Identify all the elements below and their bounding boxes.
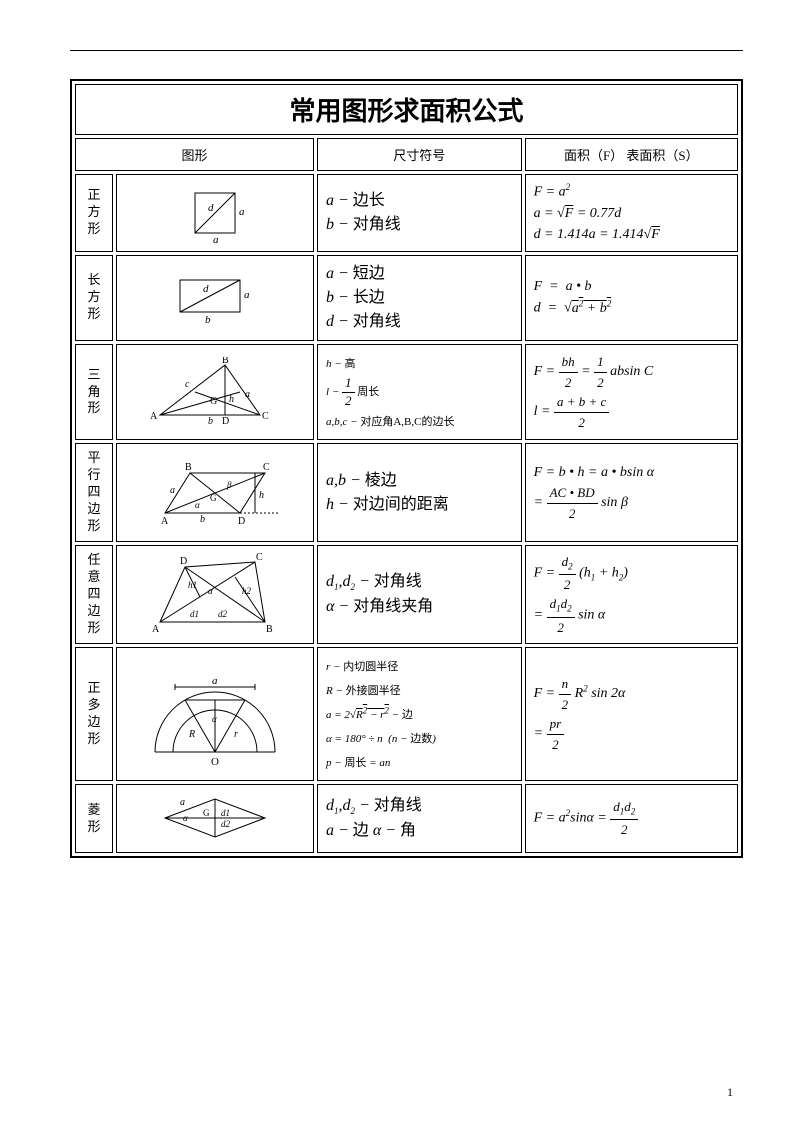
formula-cell: F = a • bd = √a2 + b2	[525, 255, 738, 341]
shape-diagram: a b d	[116, 255, 314, 341]
svg-text:a: a	[213, 234, 219, 243]
shape-name: 正多边形	[75, 647, 113, 781]
shape-diagram: A B C D G a b h α β	[116, 443, 314, 541]
svg-text:A: A	[150, 411, 158, 422]
shape-name: 三角形	[75, 344, 113, 441]
svg-text:b: b	[208, 416, 213, 427]
svg-text:a: a	[212, 675, 218, 687]
svg-text:G: G	[203, 808, 210, 818]
formula-cell: F = a2sinα = d1d22	[525, 784, 738, 853]
svg-text:h1: h1	[188, 580, 197, 590]
svg-text:d2: d2	[221, 819, 231, 829]
shape-diagram: A D C B d1 d2 h1 h2 α	[116, 545, 314, 644]
svg-text:α: α	[183, 813, 188, 823]
svg-text:C: C	[256, 552, 263, 563]
svg-text:α: α	[195, 500, 200, 510]
svg-text:a: a	[170, 485, 175, 496]
symbol-cell: r − 内切圆半径R − 外接圆半径a = 2√R2 − r2 − 边α = 1…	[317, 647, 522, 781]
svg-text:d: d	[203, 283, 209, 295]
formula-cell: F = d22 (h1 + h2)= d1d22 sin α	[525, 545, 738, 644]
svg-text:G: G	[210, 493, 217, 503]
svg-text:A: A	[161, 516, 169, 527]
svg-text:B: B	[185, 462, 192, 473]
svg-text:D: D	[222, 416, 229, 427]
svg-text:b: b	[200, 514, 205, 525]
symbol-cell: a,b − 棱边h − 对边间的距离	[317, 443, 522, 541]
table-row: 正多边形 a O R r α r − 内切圆半径R − 外接圆半径a = 2√R…	[75, 647, 738, 781]
formula-cell: F = bh2 = 12 absin Cl = a + b + c2	[525, 344, 738, 441]
table-row: 三角形 B A C D b c a h G h − 高l − 12 周长a,b,…	[75, 344, 738, 441]
page-title: 常用图形求面积公式	[75, 84, 738, 135]
svg-text:a: a	[180, 797, 185, 808]
table-row: 平行四边形 A B C D G a b h α β a,b − 棱边h − 对边…	[75, 443, 738, 541]
svg-text:B: B	[222, 357, 229, 366]
symbol-cell: a − 短边b − 长边d − 对角线	[317, 255, 522, 341]
shape-name: 长方形	[75, 255, 113, 341]
svg-text:d1: d1	[190, 609, 199, 619]
svg-text:α: α	[212, 714, 217, 724]
shape-name: 任意四边形	[75, 545, 113, 644]
symbol-cell: d1,d2 − 对角线α − 对角线夹角	[317, 545, 522, 644]
symbol-cell: a − 边长b − 对角线	[317, 174, 522, 252]
svg-text:B: B	[266, 624, 273, 635]
svg-text:a: a	[245, 389, 250, 400]
top-rule	[70, 50, 743, 51]
svg-text:O: O	[211, 756, 219, 767]
svg-text:A: A	[152, 624, 160, 635]
svg-text:α: α	[208, 586, 213, 596]
header-symbol: 尺寸符号	[317, 138, 522, 171]
svg-text:a: a	[244, 289, 250, 301]
svg-text:h: h	[229, 394, 234, 405]
formula-table: 常用图形求面积公式 图形 尺寸符号 面积（F） 表面积（S） 正方形 a a d…	[70, 79, 743, 858]
svg-text:D: D	[180, 556, 187, 567]
svg-text:C: C	[263, 462, 270, 473]
svg-text:d: d	[208, 202, 214, 214]
shape-diagram: B A C D b c a h G	[116, 344, 314, 441]
svg-text:β: β	[226, 480, 232, 490]
svg-text:a: a	[239, 206, 245, 218]
table-row: 菱形 a G d1 d2 α d1,d2 − 对角线a − 边 α − 角F =…	[75, 784, 738, 853]
svg-text:b: b	[205, 314, 211, 325]
page-number: 1	[727, 1085, 733, 1100]
shape-name: 正方形	[75, 174, 113, 252]
shape-diagram: a O R r α	[116, 647, 314, 781]
table-row: 正方形 a a d a − 边长b − 对角线F = a2a = √F = 0.…	[75, 174, 738, 252]
svg-text:h2: h2	[242, 586, 252, 596]
svg-text:h: h	[259, 490, 264, 501]
formula-cell: F = n2 R2 sin 2α= pr2	[525, 647, 738, 781]
symbol-cell: h − 高l − 12 周长a,b,c − 对应角A,B,C的边长	[317, 344, 522, 441]
shape-name: 菱形	[75, 784, 113, 853]
svg-text:d1: d1	[221, 808, 230, 818]
header-formula: 面积（F） 表面积（S）	[525, 138, 738, 171]
svg-text:D: D	[238, 516, 245, 527]
formula-cell: F = a2a = √F = 0.77dd = 1.414a = 1.414√F	[525, 174, 738, 252]
svg-text:C: C	[262, 411, 269, 422]
svg-text:d2: d2	[218, 609, 228, 619]
svg-text:R: R	[188, 729, 195, 740]
header-shape: 图形	[75, 138, 314, 171]
formula-cell: F = b • h = a • bsin α= AC • BD2 sin β	[525, 443, 738, 541]
symbol-cell: d1,d2 − 对角线a − 边 α − 角	[317, 784, 522, 853]
shape-diagram: a G d1 d2 α	[116, 784, 314, 853]
table-row: 任意四边形 A D C B d1 d2 h1 h2 α d1,d2 − 对角线α…	[75, 545, 738, 644]
svg-text:G: G	[210, 396, 217, 407]
shape-diagram: a a d	[116, 174, 314, 252]
table-row: 长方形 a b d a − 短边b − 长边d − 对角线F = a • bd …	[75, 255, 738, 341]
shape-name: 平行四边形	[75, 443, 113, 541]
svg-text:r: r	[234, 729, 238, 740]
svg-text:c: c	[185, 379, 190, 390]
